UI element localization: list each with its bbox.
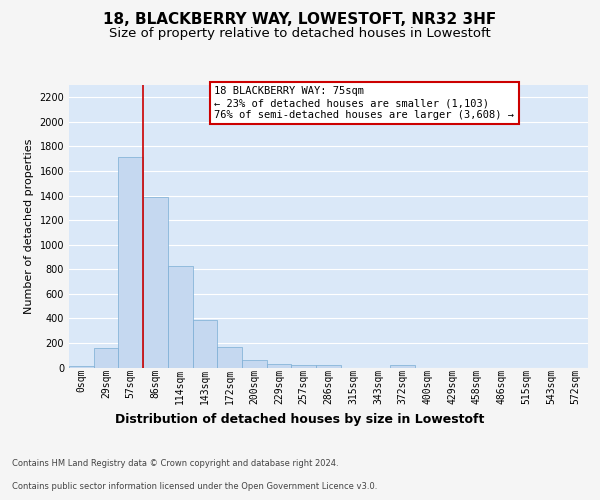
Bar — [390, 365, 415, 368]
Bar — [292, 365, 316, 368]
Bar — [316, 365, 341, 368]
Y-axis label: Number of detached properties: Number of detached properties — [24, 138, 34, 314]
Text: Contains public sector information licensed under the Open Government Licence v3: Contains public sector information licen… — [12, 482, 377, 491]
Bar — [267, 364, 292, 368]
Bar — [118, 158, 143, 368]
Text: Distribution of detached houses by size in Lowestoft: Distribution of detached houses by size … — [115, 412, 485, 426]
Bar — [69, 366, 94, 368]
Bar — [168, 266, 193, 368]
Text: Contains HM Land Registry data © Crown copyright and database right 2024.: Contains HM Land Registry data © Crown c… — [12, 458, 338, 468]
Bar — [193, 320, 217, 368]
Text: Size of property relative to detached houses in Lowestoft: Size of property relative to detached ho… — [109, 28, 491, 40]
Bar — [217, 347, 242, 368]
Text: 18, BLACKBERRY WAY, LOWESTOFT, NR32 3HF: 18, BLACKBERRY WAY, LOWESTOFT, NR32 3HF — [103, 12, 497, 28]
Text: 18 BLACKBERRY WAY: 75sqm
← 23% of detached houses are smaller (1,103)
76% of sem: 18 BLACKBERRY WAY: 75sqm ← 23% of detach… — [214, 86, 514, 120]
Bar — [242, 360, 267, 368]
Bar — [94, 348, 118, 368]
Bar — [143, 197, 168, 368]
